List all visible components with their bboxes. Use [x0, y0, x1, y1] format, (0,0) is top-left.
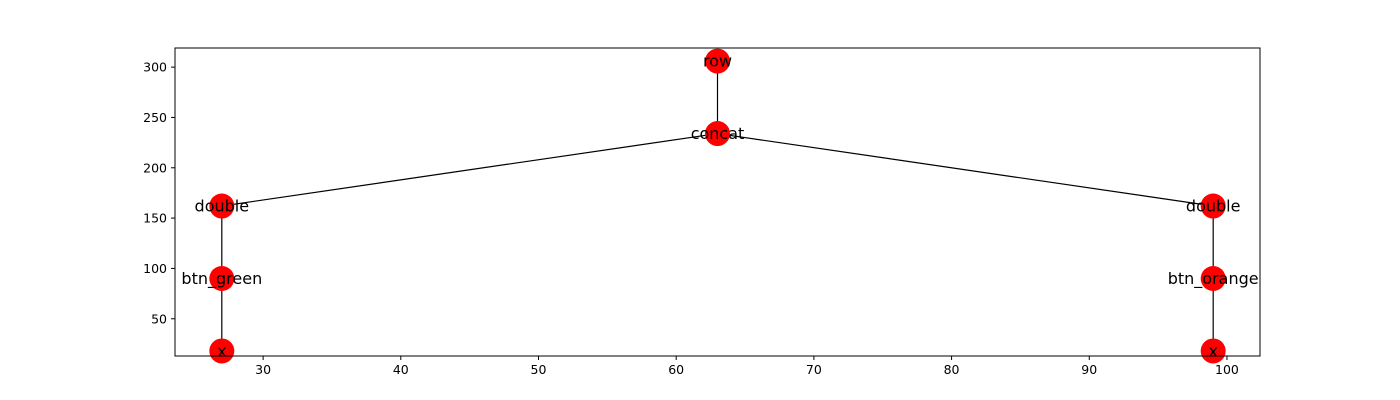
y-tick-label: 250	[143, 110, 167, 125]
y-tick-label: 50	[151, 311, 167, 326]
x-tick-label: 40	[393, 362, 409, 377]
edge-n_concat-n_double_l	[221, 132, 718, 207]
node-n_x_r	[1200, 338, 1226, 364]
node-n_x_l	[209, 338, 235, 364]
node-n_concat	[705, 121, 730, 147]
x-tick-label: 70	[806, 362, 822, 377]
y-tick-label: 150	[143, 211, 167, 226]
y-tick-label: 100	[143, 261, 167, 276]
x-tick-label: 80	[944, 362, 960, 377]
x-tick-label: 30	[255, 362, 271, 377]
node-label-n_x_r: x	[1208, 341, 1217, 360]
node-label-n_x_l: x	[217, 341, 226, 360]
x-axis: 30 40 50 60 70 80 90 100	[255, 356, 1239, 377]
node-label-n_btn_green: btn_green	[181, 269, 262, 289]
y-axis: 50 100 150 200 250 300	[143, 60, 175, 326]
edge-n_concat-n_double_r	[717, 132, 1214, 207]
x-tick-label: 60	[668, 362, 684, 377]
node-n_btn_green	[209, 265, 235, 291]
node-n_double_l	[209, 193, 235, 219]
x-tick-label: 50	[531, 362, 547, 377]
node-n_double_r	[1200, 193, 1226, 219]
node-label-n_double_l: double	[195, 197, 250, 216]
node-n_row	[705, 48, 730, 74]
nodes-layer	[209, 48, 1226, 364]
node-label-n_btn_orange: btn_orange	[1168, 269, 1259, 289]
x-tick-label: 100	[1215, 362, 1239, 377]
node-label-n_double_r: double	[1186, 197, 1241, 216]
plot-frame	[174, 47, 1261, 357]
node-n_btn_orange	[1200, 265, 1226, 291]
x-tick-label: 90	[1081, 362, 1097, 377]
y-tick-label: 300	[143, 60, 167, 75]
node-label-n_row: row	[703, 52, 732, 71]
node-label-n_concat: concat	[691, 124, 745, 143]
y-tick-label: 200	[143, 160, 167, 175]
edges-layer	[221, 61, 1214, 351]
